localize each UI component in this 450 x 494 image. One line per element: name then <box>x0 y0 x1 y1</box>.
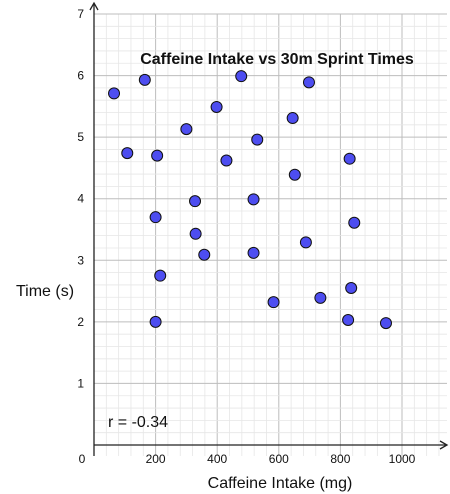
x-axis-label: Caffeine Intake (mg) <box>208 475 353 492</box>
x-axis-arrow <box>439 440 449 450</box>
data-point <box>235 70 248 83</box>
data-point <box>154 269 167 282</box>
data-point <box>149 211 162 224</box>
data-point <box>121 147 134 160</box>
y-tick-label: 6 <box>77 69 84 83</box>
data-point <box>198 248 211 261</box>
x-tick-label: 600 <box>269 452 289 466</box>
data-point <box>247 193 260 206</box>
x-tick-label: 0 <box>79 452 86 466</box>
y-axis-arrow <box>89 1 99 11</box>
data-point <box>348 216 361 229</box>
data-point <box>302 76 315 89</box>
tick-labels: 0 200 400 600 800 1000 1 2 3 4 5 6 7 <box>77 7 415 466</box>
correlation-annotation: r = -0.34 <box>108 414 168 431</box>
axes <box>89 1 449 456</box>
y-tick-label: 7 <box>77 7 84 21</box>
x-tick-label: 800 <box>330 452 350 466</box>
data-point <box>345 281 358 294</box>
y-tick-label: 2 <box>77 315 84 329</box>
y-axis-label: Time (s) <box>16 283 74 300</box>
y-tick-label: 1 <box>77 376 84 390</box>
data-point <box>286 112 299 125</box>
data-point <box>251 133 264 146</box>
data-point <box>342 314 355 327</box>
y-tick-label: 3 <box>77 253 84 267</box>
data-point <box>189 227 202 240</box>
data-point <box>343 152 356 165</box>
data-point <box>189 195 202 208</box>
data-point <box>267 296 280 309</box>
data-point <box>210 100 223 113</box>
y-tick-label: 4 <box>77 192 84 206</box>
data-point <box>288 168 301 181</box>
data-point <box>299 236 312 249</box>
data-point <box>220 154 233 167</box>
data-point <box>180 123 193 136</box>
chart-title: Caffeine Intake vs 30m Sprint Times <box>140 51 414 68</box>
data-point <box>247 246 260 259</box>
data-point <box>314 291 327 304</box>
x-tick-label: 200 <box>146 452 166 466</box>
x-tick-label: 400 <box>207 452 227 466</box>
data-point <box>108 87 121 100</box>
data-point <box>138 73 151 86</box>
data-point <box>151 149 164 162</box>
y-tick-label: 5 <box>77 130 84 144</box>
data-point <box>379 317 392 330</box>
x-tick-label: 1000 <box>389 452 416 466</box>
data-points <box>108 70 392 330</box>
data-point <box>149 315 162 328</box>
